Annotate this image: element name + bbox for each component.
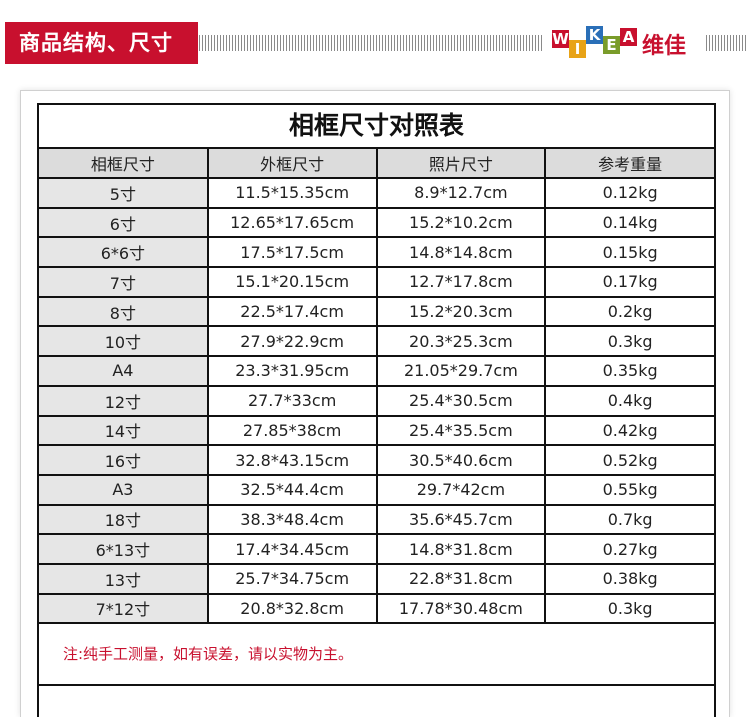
table-title: 相框尺寸对照表: [39, 105, 714, 149]
cell-photo-size: 21.05*29.7cm: [375, 355, 547, 387]
cell-photo-size: 15.2*20.3cm: [375, 295, 547, 328]
table-row: 18寸 38.3*48.4cm 35.6*45.7cm 0.7kg: [39, 503, 714, 536]
table-header-row: 相框尺寸 外框尺寸 照片尺寸 参考重量: [39, 149, 714, 179]
cell-outer-size: 12.65*17.65cm: [206, 206, 378, 239]
measurement-note: 注:纯手工测量，如有误差，请以实物为主。: [39, 624, 714, 687]
cell-weight: 0.15kg: [544, 236, 714, 269]
cell-outer-size: 15.1*20.15cm: [206, 266, 378, 298]
logo-letter-k: K: [586, 26, 603, 44]
table-row: 6*13寸 17.4*34.45cm 14.8*31.8cm 0.27kg: [39, 533, 714, 565]
cell-outer-size: 32.5*44.4cm: [206, 473, 378, 506]
cell-outer-size: 11.5*15.35cm: [206, 177, 378, 209]
cell-weight: 0.2kg: [544, 295, 714, 328]
cell-outer-size: 27.85*38cm: [206, 414, 378, 447]
cell-photo-size: 20.3*25.3cm: [375, 325, 547, 358]
cell-frame-size: 8寸: [39, 295, 209, 328]
table-frame: [20, 90, 730, 717]
cell-weight: 0.14kg: [544, 206, 714, 239]
logo-letter-e: E: [603, 36, 620, 54]
cell-outer-size: 27.9*22.9cm: [206, 325, 378, 358]
cell-frame-size: 10寸: [39, 325, 209, 358]
cell-frame-size: 6*13寸: [39, 533, 209, 565]
cell-outer-size: 25.7*34.75cm: [206, 562, 378, 595]
cell-photo-size: 14.8*14.8cm: [375, 236, 547, 269]
table-row: 6*6寸 17.5*17.5cm 14.8*14.8cm 0.15kg: [39, 236, 714, 269]
table-row: 13寸 25.7*34.75cm 22.8*31.8cm 0.38kg: [39, 562, 714, 595]
cell-frame-size: 12寸: [39, 384, 209, 417]
cell-photo-size: 17.78*30.48cm: [375, 592, 547, 625]
cell-outer-size: 17.5*17.5cm: [206, 236, 378, 269]
cell-frame-size: 14寸: [39, 414, 209, 447]
size-table: 相框尺寸 外框尺寸 照片尺寸 参考重量 5寸 11.5*15.35cm 8.9*12…: [39, 149, 714, 625]
brand-logo: W I K E A 维佳: [552, 22, 700, 62]
table-row: 8寸 22.5*17.4cm 15.2*20.3cm 0.2kg: [39, 295, 714, 328]
logo-letter-w: W: [552, 30, 569, 48]
cell-weight: 0.3kg: [544, 325, 714, 358]
cell-photo-size: 30.5*40.6cm: [375, 444, 547, 476]
cell-frame-size: 16寸: [39, 444, 209, 476]
cell-photo-size: 25.4*30.5cm: [375, 384, 547, 417]
cell-frame-size: 7*12寸: [39, 592, 209, 625]
table-row: 7*12寸 20.8*32.8cm 17.78*30.48cm 0.3kg: [39, 592, 714, 625]
cell-weight: 0.35kg: [544, 355, 714, 387]
cell-photo-size: 22.8*31.8cm: [375, 562, 547, 595]
cell-weight: 0.7kg: [544, 503, 714, 536]
header-frame-size: 相框尺寸: [39, 149, 209, 179]
brand-name: 维佳: [642, 34, 687, 59]
header-outer-size: 外框尺寸: [206, 149, 378, 179]
table-row: A3 32.5*44.4cm 29.7*42cm 0.55kg: [39, 473, 714, 506]
table-body: 5寸 11.5*15.35cm 8.9*12.7cm 0.12kg 6寸 12.65*17…: [39, 177, 714, 625]
cell-photo-size: 29.7*42cm: [375, 473, 547, 506]
table-row: 6寸 12.65*17.65cm 15.2*10.2cm 0.14kg: [39, 206, 714, 239]
cell-frame-size: 6寸: [39, 206, 209, 239]
cell-photo-size: 35.6*45.7cm: [375, 503, 547, 536]
cell-frame-size: 7寸: [39, 266, 209, 298]
cell-frame-size: A3: [39, 473, 209, 506]
table-row: 14寸 27.85*38cm 25.4*35.5cm 0.42kg: [39, 414, 714, 447]
table-row: 5寸 11.5*15.35cm 8.9*12.7cm 0.12kg: [39, 177, 714, 209]
cell-photo-size: 15.2*10.2cm: [375, 206, 547, 239]
cell-weight: 0.27kg: [544, 533, 714, 565]
table-row: 16寸 32.8*43.15cm 30.5*40.6cm 0.52kg: [39, 444, 714, 476]
cell-photo-size: 14.8*31.8cm: [375, 533, 547, 565]
cell-weight: 0.4kg: [544, 384, 714, 417]
cell-weight: 0.12kg: [544, 177, 714, 209]
cell-outer-size: 20.8*32.8cm: [206, 592, 378, 625]
cell-photo-size: 12.7*17.8cm: [375, 266, 547, 298]
cell-outer-size: 27.7*33cm: [206, 384, 378, 417]
cell-weight: 0.52kg: [544, 444, 714, 476]
table-row: 10寸 27.9*22.9cm 20.3*25.3cm 0.3kg: [39, 325, 714, 358]
header-stripe-left: [199, 35, 544, 51]
cell-frame-size: 6*6寸: [39, 236, 209, 269]
logo-letter-a: A: [620, 28, 637, 46]
header-photo-size: 照片尺寸: [375, 149, 547, 179]
cell-photo-size: 8.9*12.7cm: [375, 177, 547, 209]
cell-frame-size: 13寸: [39, 562, 209, 595]
cell-outer-size: 22.5*17.4cm: [206, 295, 378, 328]
cell-outer-size: 23.3*31.95cm: [206, 355, 378, 387]
cell-weight: 0.38kg: [544, 562, 714, 595]
cell-outer-size: 38.3*48.4cm: [206, 503, 378, 536]
header-weight: 参考重量: [544, 149, 714, 179]
header-stripe-right: [706, 35, 748, 51]
cell-frame-size: 5寸: [39, 177, 209, 209]
cell-photo-size: 25.4*35.5cm: [375, 414, 547, 447]
cell-weight: 0.42kg: [544, 414, 714, 447]
cell-frame-size: A4: [39, 355, 209, 387]
cell-outer-size: 17.4*34.45cm: [206, 533, 378, 565]
cell-outer-size: 32.8*43.15cm: [206, 444, 378, 476]
table-row: 12寸 27.7*33cm 25.4*30.5cm 0.4kg: [39, 384, 714, 417]
size-table-sheet: 相框尺寸对照表 相框尺寸 外框尺寸 照片尺寸 参考重量 5寸 11.5*15.35…: [37, 103, 716, 717]
cell-weight: 0.17kg: [544, 266, 714, 298]
cell-weight: 0.55kg: [544, 473, 714, 506]
cell-frame-size: 18寸: [39, 503, 209, 536]
table-row: 7寸 15.1*20.15cm 12.7*17.8cm 0.17kg: [39, 266, 714, 298]
cell-weight: 0.3kg: [544, 592, 714, 625]
section-title: 商品结构、尺寸: [5, 22, 198, 64]
table-row: A4 23.3*31.95cm 21.05*29.7cm 0.35kg: [39, 355, 714, 387]
logo-letter-i: I: [569, 40, 586, 58]
